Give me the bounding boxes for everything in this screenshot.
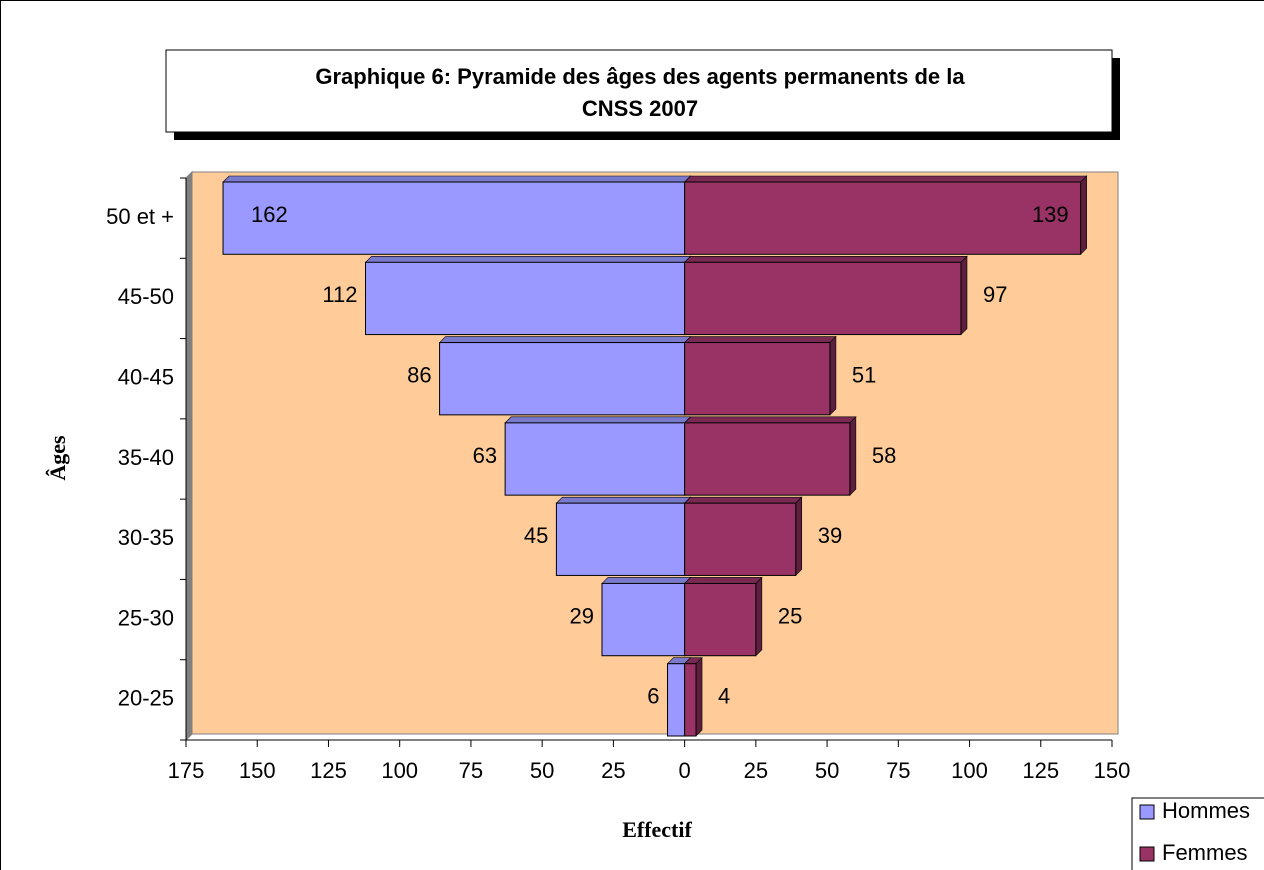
x-tick-label: 100 [381,758,418,783]
x-tick-label: 50 [530,758,554,783]
y-tick-label: 50 et + [106,204,174,229]
y-tick-label: 45-50 [118,284,174,309]
y-tick-label: 40-45 [118,365,174,390]
bar-top [683,416,857,424]
bar [684,502,797,576]
y-axis-title: Âges [45,435,70,481]
bar-side [849,416,857,496]
bar [684,342,831,416]
y-tick-label: 25-30 [118,605,174,630]
bar [684,582,757,657]
title-box [165,49,1113,133]
bar [504,422,686,496]
x-axis-title: Effectif [622,817,692,842]
y-tick-label: 30-35 [118,525,174,550]
bar-top [683,336,837,343]
chart-title: Graphique 6: Pyramide des âges des agent… [315,64,965,89]
data-label: 39 [818,523,842,548]
data-label: 63 [473,443,497,468]
x-tick-label: 100 [951,758,988,783]
bar [684,261,962,336]
plot-side-wall [185,170,193,742]
bar [667,663,686,737]
bar [684,663,697,737]
bar [365,261,686,336]
data-label: 6 [647,684,659,709]
bar-top [683,577,763,584]
bar-side [795,496,803,577]
data-label: 139 [1032,202,1069,227]
bar [684,181,1082,255]
data-label: 25 [778,603,802,628]
data-label: 162 [251,202,288,227]
data-label: 112 [322,282,357,307]
x-tick-label: 75 [459,758,483,783]
bar-top [683,496,803,504]
bar [601,582,686,657]
x-tick-label: 75 [886,758,910,783]
bar-top [683,255,968,263]
data-label: 86 [407,363,431,388]
bar-top [438,336,692,343]
data-label: 51 [852,363,876,388]
bar-top [504,416,692,424]
legend-label: Femmes [1162,840,1248,865]
y-tick-label: 20-25 [118,686,174,711]
chart-title: CNSS 2007 [582,96,698,121]
x-tick-label: 25 [601,758,625,783]
bar-side [695,656,703,737]
x-tick-label: 0 [678,758,690,783]
bar [555,502,686,576]
bar-top [601,577,692,584]
x-tick-label: 125 [1022,758,1059,783]
x-tick-label: 50 [815,758,839,783]
bar-side [755,576,763,657]
data-label: 97 [983,282,1007,307]
bar-side [829,335,837,416]
bar-top [364,255,692,263]
y-tick-label: 35-40 [118,445,174,470]
x-tick-label: 175 [168,758,205,783]
x-tick-label: 25 [744,758,768,783]
bar [439,342,686,416]
bar [222,181,686,255]
bar-top [683,175,1088,183]
x-tick-label: 150 [1094,758,1131,783]
bar [684,422,851,496]
data-label: 4 [718,684,730,709]
x-tick-label: 125 [310,758,347,783]
x-tick-label: 150 [239,758,276,783]
bar-side [1080,175,1087,256]
bar-side [960,255,968,336]
legend-swatch [1139,846,1155,862]
data-label: 29 [570,603,594,628]
bar-top [555,496,692,504]
bar-top [222,175,692,183]
legend-swatch [1139,804,1155,820]
legend-label: Hommes [1162,798,1250,823]
data-label: 58 [872,443,896,468]
data-label: 45 [524,523,548,548]
